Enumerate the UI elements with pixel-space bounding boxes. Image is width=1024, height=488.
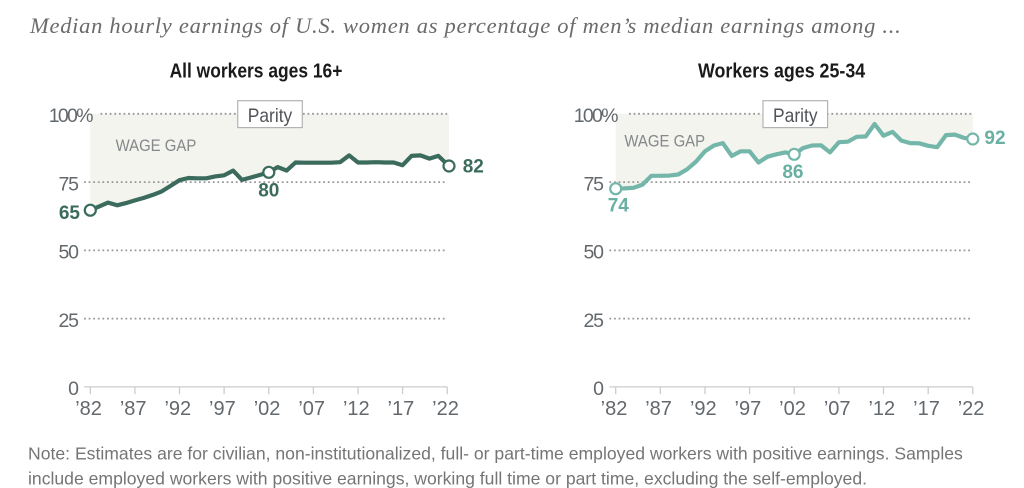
svg-text:0: 0 xyxy=(593,378,604,400)
svg-text:’17: ’17 xyxy=(388,398,415,420)
svg-text:’02: ’02 xyxy=(254,398,281,420)
svg-text:Median hourly earnings of U.S.: Median hourly earnings of U.S. women as … xyxy=(29,13,901,38)
svg-text:92: 92 xyxy=(984,128,1005,149)
svg-text:’02: ’02 xyxy=(779,398,806,420)
svg-text:82: 82 xyxy=(463,156,484,177)
svg-text:’87: ’87 xyxy=(120,398,147,420)
svg-text:Parity: Parity xyxy=(248,105,293,127)
svg-text:50: 50 xyxy=(584,242,605,264)
svg-text:100%: 100% xyxy=(574,105,619,127)
svg-text:Parity: Parity xyxy=(773,105,818,127)
svg-text:Note: Estimates are for civili: Note: Estimates are for civilian, non-in… xyxy=(28,443,963,463)
svg-text:25: 25 xyxy=(59,310,80,332)
svg-text:’12: ’12 xyxy=(868,398,895,420)
svg-text:’92: ’92 xyxy=(164,398,191,420)
svg-text:0: 0 xyxy=(68,378,79,400)
svg-text:’07: ’07 xyxy=(824,398,851,420)
svg-text:100%: 100% xyxy=(49,105,94,127)
svg-text:’17: ’17 xyxy=(913,398,940,420)
svg-text:’87: ’87 xyxy=(645,398,672,420)
svg-text:’07: ’07 xyxy=(298,398,325,420)
svg-text:’97: ’97 xyxy=(735,398,762,420)
svg-text:WAGE GAP: WAGE GAP xyxy=(116,136,197,155)
svg-text:’12: ’12 xyxy=(343,398,370,420)
svg-text:80: 80 xyxy=(258,180,279,201)
svg-text:’97: ’97 xyxy=(209,398,236,420)
svg-text:’82: ’82 xyxy=(601,398,628,420)
svg-text:65: 65 xyxy=(59,203,81,224)
svg-text:’82: ’82 xyxy=(75,398,102,420)
svg-text:’22: ’22 xyxy=(958,398,985,420)
svg-text:75: 75 xyxy=(59,173,80,195)
svg-text:’92: ’92 xyxy=(690,398,717,420)
svg-text:include employed workers with: include employed workers with positive e… xyxy=(28,468,867,488)
svg-text:All workers ages 16+: All workers ages 16+ xyxy=(170,61,343,83)
svg-text:25: 25 xyxy=(584,310,605,332)
svg-text:Workers ages 25-34: Workers ages 25-34 xyxy=(698,61,866,83)
svg-text:86: 86 xyxy=(782,162,803,183)
svg-text:74: 74 xyxy=(608,195,630,216)
svg-text:WAGE GAP: WAGE GAP xyxy=(624,131,705,150)
svg-text:’22: ’22 xyxy=(432,398,459,420)
svg-text:75: 75 xyxy=(584,173,605,195)
svg-text:50: 50 xyxy=(59,242,80,264)
